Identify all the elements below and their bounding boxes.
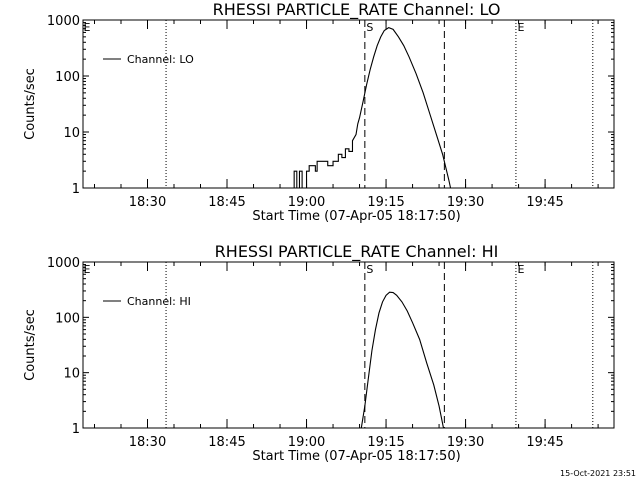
y-tick-label: 1 bbox=[72, 422, 80, 437]
x-tick-label: 19:45 bbox=[526, 435, 563, 450]
legend-label: Channel: LO bbox=[127, 53, 194, 66]
edge-marker-label: E bbox=[84, 21, 91, 34]
x-tick-label: 18:30 bbox=[129, 195, 166, 210]
edge-marker-label: E bbox=[84, 263, 91, 276]
y-tick-label: 10 bbox=[63, 126, 80, 141]
legend-label: Channel: HI bbox=[127, 295, 191, 308]
x-axis-label: Start Time (07-Apr-05 18:17:50) bbox=[252, 209, 460, 224]
series-line-1 bbox=[360, 291, 445, 428]
y-axis-label: Counts/sec bbox=[23, 68, 38, 140]
footer-timestamp: 15-Oct-2021 23:51 bbox=[560, 469, 636, 478]
x-tick-label: 19:30 bbox=[447, 435, 484, 450]
plot-frame bbox=[82, 19, 615, 189]
chart-panel-2: RHESSI PARTICLE_RATE Channel: HI 1 10 100 10… bbox=[23, 242, 615, 464]
y-tick-label: 1000 bbox=[47, 256, 80, 271]
plot-frame bbox=[82, 261, 615, 429]
y-tick-label: 1000 bbox=[47, 14, 80, 29]
x-tick-label: 19:00 bbox=[288, 435, 325, 450]
x-tick-label: 18:30 bbox=[129, 435, 166, 450]
y-tick-label: 100 bbox=[55, 70, 80, 85]
x-tick-label: 18:45 bbox=[208, 195, 245, 210]
y-axis-label: Counts/sec bbox=[23, 309, 38, 381]
marker-label: S bbox=[366, 263, 373, 276]
x-tick-label: 19:45 bbox=[526, 195, 563, 210]
x-tick-label: 18:45 bbox=[208, 435, 245, 450]
marker-label: S bbox=[366, 21, 373, 34]
chart-title: RHESSI PARTICLE_RATE Channel: HI bbox=[215, 242, 499, 262]
chart-title: RHESSI PARTICLE_RATE Channel: LO bbox=[213, 0, 501, 20]
x-tick-label: 19:15 bbox=[367, 435, 404, 450]
x-tick-label: 19:00 bbox=[288, 195, 325, 210]
y-tick-label: 10 bbox=[63, 367, 80, 382]
marker-label: E bbox=[517, 21, 524, 34]
chart-panel-1: RHESSI PARTICLE_RATE Channel: LO 1 10 100 10… bbox=[23, 0, 615, 224]
x-tick-label: 19:30 bbox=[447, 195, 484, 210]
marker-label: E bbox=[517, 263, 524, 276]
x-tick-label: 19:15 bbox=[367, 195, 404, 210]
y-tick-label: 1 bbox=[72, 182, 80, 197]
x-axis-label: Start Time (07-Apr-05 18:17:50) bbox=[252, 449, 460, 464]
y-tick-label: 100 bbox=[55, 311, 80, 326]
series-line-1 bbox=[293, 27, 452, 188]
